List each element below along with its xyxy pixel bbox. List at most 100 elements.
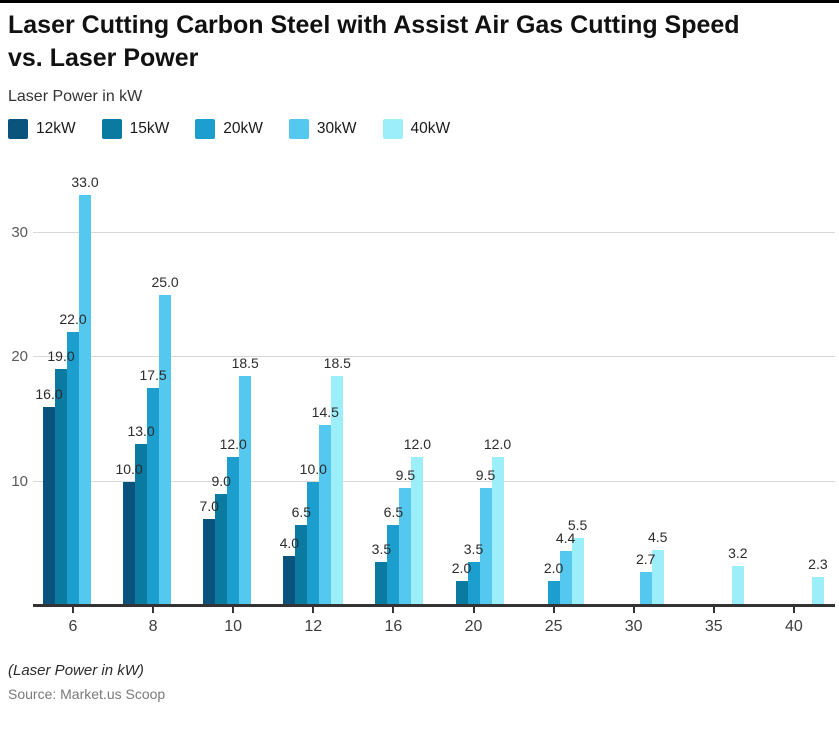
bar-20kW-at-25 — [547, 581, 560, 606]
bar-value-label: 22.0 — [59, 311, 87, 328]
y-tick-label-10: 10 — [11, 472, 28, 490]
bar-value-label: 12.0 — [483, 435, 512, 452]
gridline-y-20 — [33, 356, 835, 357]
bar-30kW-at-10 — [239, 375, 252, 606]
x-tick — [472, 607, 475, 613]
bar-30kW-at-20 — [479, 487, 492, 606]
bar-15kW-at-10 — [215, 493, 228, 606]
legend-item-40kW[interactable]: 40kW — [382, 119, 451, 139]
bar-value-label: 12.0 — [219, 435, 247, 452]
legend-swatch-icon — [195, 119, 216, 139]
bar-value-label: 4.0 — [279, 535, 300, 552]
x-tick-label-8: 8 — [148, 618, 158, 635]
bar-12kW-at-12 — [283, 556, 296, 606]
bar-40kW-at-40 — [811, 577, 824, 606]
bar-value-label: 25.0 — [151, 273, 179, 290]
x-tick-label-40: 40 — [784, 618, 803, 635]
bar-value-label: 18.5 — [231, 354, 259, 371]
bar-value-label: 2.0 — [451, 560, 472, 577]
chart-title: Laser Cutting Carbon Steel with Assist A… — [8, 11, 740, 72]
y-tick-label-20: 20 — [11, 348, 28, 365]
bar-40kW-at-25 — [571, 537, 584, 606]
bar-20kW-at-16 — [387, 525, 400, 606]
bar-30kW-at-8 — [159, 294, 172, 606]
bar-value-label: 9.0 — [211, 472, 231, 489]
x-tick — [232, 607, 235, 613]
bar-15kW-at-12 — [295, 525, 308, 606]
x-tick — [712, 607, 715, 613]
legend-item-20kW[interactable]: 20kW — [195, 119, 263, 139]
bar-value-label: 10.0 — [115, 460, 143, 477]
bar-40kW-at-35 — [731, 566, 744, 606]
legend-label: 40kW — [410, 120, 451, 137]
x-tick — [632, 607, 635, 613]
bar-value-label: 3.2 — [728, 545, 748, 562]
plot-area: 10 20 30 16.0 19.0 22.0 33.0 10.0 13.0 17.5 25.0 7.… — [0, 159, 839, 613]
bar-value-label: 2.0 — [543, 560, 564, 577]
gridline-y-30 — [33, 231, 835, 233]
bar-30kW-at-30 — [639, 572, 652, 606]
legend-swatch-icon — [8, 119, 28, 139]
legend-item-12kW[interactable]: 12kW — [8, 119, 76, 139]
bar-value-label: 3.5 — [371, 541, 392, 558]
x-axis-labels: 6 8 10 12 16 20 25 30 35 40 — [0, 606, 839, 642]
bar-15kW-at-16 — [375, 562, 388, 606]
bar-40kW-at-12 — [331, 375, 344, 606]
bar-30kW-at-12 — [319, 425, 332, 606]
bar-value-label: 13.0 — [127, 423, 155, 440]
bar-value-label: 5.5 — [567, 516, 588, 533]
x-tick — [552, 607, 555, 613]
bar-value-label: 2.3 — [808, 556, 828, 573]
bar-20kW-at-8 — [147, 388, 160, 606]
gridline-y-10 — [33, 480, 835, 482]
source-credit: Source: Market.us Scoop — [8, 686, 166, 702]
bar-value-label: 7.0 — [199, 497, 219, 514]
bar-value-label: 10.0 — [299, 460, 327, 477]
bar-15kW-at-20 — [455, 581, 468, 606]
legend-swatch-icon — [288, 119, 309, 139]
x-axis-caption: (Laser Power in kW) — [8, 662, 144, 679]
legend-label: 15kW — [129, 120, 170, 137]
x-axis-line — [33, 604, 835, 607]
bar-40kW-at-30 — [651, 549, 664, 606]
bar-value-label: 4.4 — [555, 530, 576, 547]
bar-20kW-at-20 — [467, 562, 480, 606]
legend-swatch-icon — [382, 119, 403, 139]
bar-value-label: 12.0 — [403, 435, 432, 452]
bar-30kW-at-25 — [559, 551, 572, 606]
bar-15kW-at-6 — [55, 369, 67, 606]
x-tick-label-12: 12 — [304, 618, 323, 635]
bar-30kW-at-16 — [399, 487, 412, 606]
bar-12kW-at-10 — [203, 518, 216, 606]
bar-value-label: 16.0 — [35, 385, 63, 402]
bar-value-label: 9.5 — [395, 466, 416, 483]
bar-40kW-at-20 — [491, 456, 504, 606]
x-tick-label-35: 35 — [704, 618, 723, 635]
bar-20kW-at-6 — [67, 332, 79, 606]
bar-value-label: 3.5 — [463, 541, 484, 558]
x-tick-label-20: 20 — [464, 618, 483, 635]
bar-value-label: 6.5 — [383, 504, 404, 521]
bar-value-label: 14.5 — [311, 404, 339, 421]
bar-15kW-at-8 — [135, 444, 148, 606]
legend-label: 12kW — [36, 120, 76, 137]
legend-item-15kW[interactable]: 15kW — [101, 119, 170, 139]
bar-30kW-at-6 — [79, 195, 91, 606]
bar-value-label: 2.7 — [635, 551, 656, 568]
bar-12kW-at-8 — [123, 481, 136, 606]
x-tick — [312, 607, 315, 613]
bar-value-label: 6.5 — [291, 504, 312, 521]
legend-swatch-icon — [101, 119, 122, 139]
x-tick-label-6: 6 — [68, 618, 78, 635]
bar-40kW-at-16 — [411, 456, 424, 606]
x-tick — [792, 607, 795, 613]
bar-value-label: 19.0 — [47, 348, 75, 365]
legend-item-30kW[interactable]: 30kW — [288, 119, 357, 139]
bar-20kW-at-10 — [227, 456, 240, 606]
bar-value-label: 18.5 — [323, 354, 351, 371]
x-tick-label-25: 25 — [544, 618, 563, 635]
bar-12kW-at-6 — [43, 406, 55, 606]
bar-value-label: 17.5 — [139, 367, 167, 384]
x-tick — [72, 607, 74, 613]
